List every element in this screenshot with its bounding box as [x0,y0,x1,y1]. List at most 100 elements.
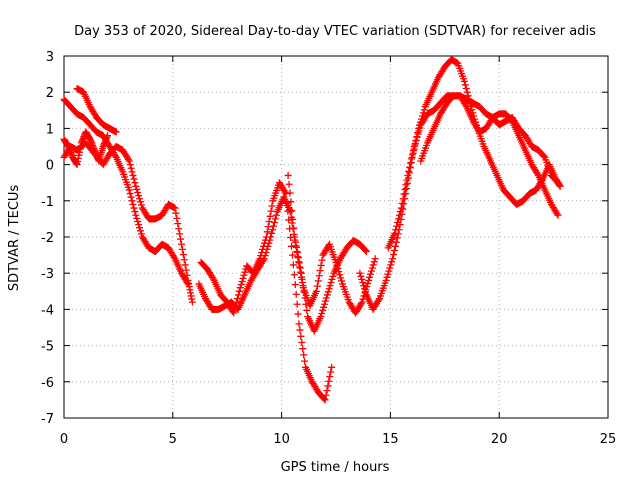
data-point [171,204,179,212]
data-point [301,294,309,302]
data-point [173,214,181,222]
data-point [303,306,311,314]
data-point [391,229,399,237]
data-point [553,210,561,218]
data-point [405,167,413,175]
y-tick-label: 1 [46,122,54,137]
data-point [132,182,140,190]
data-point [128,168,136,176]
data-point [294,310,302,318]
data-point [297,269,305,277]
data-point [382,276,390,284]
data-point [125,186,133,194]
data-point [294,254,302,262]
x-tick-label: 10 [273,432,290,447]
data-point [284,171,292,179]
data-point [290,271,298,279]
data-point [292,238,300,246]
data-point [293,243,301,251]
series-arc-f [197,179,336,404]
data-point [111,152,119,160]
data-point [554,179,562,187]
data-point [131,179,139,187]
data-point [239,274,247,282]
data-point [259,245,267,253]
data-point [324,288,332,296]
data-point [263,228,271,236]
data-point [179,251,187,259]
data-point [172,209,180,217]
data-point [554,211,562,219]
data-point [386,264,394,272]
data-point [395,211,403,219]
data-point [366,273,374,281]
data-point [137,201,145,209]
data-point [321,297,329,305]
data-point [387,261,395,269]
data-point [400,190,408,198]
data-point [390,251,398,259]
data-point [416,124,424,132]
data-point [295,320,303,328]
data-point [300,351,308,359]
data-point [178,245,186,253]
data-point [394,219,402,227]
data-point [174,220,182,228]
data-point [462,101,470,109]
data-point [364,280,372,288]
data-point [295,259,303,267]
data-point [230,309,238,317]
data-point [288,251,296,259]
data-point [298,338,306,346]
data-point [180,256,188,264]
data-point [357,272,365,280]
data-point [384,270,392,278]
data-point [183,279,191,287]
data-point [392,226,400,234]
data-point [134,217,142,225]
data-point [129,200,137,208]
data-point [177,235,185,243]
data-point [325,377,333,385]
data-point [383,273,391,281]
data-point [133,185,141,193]
y-tick-label: 3 [46,50,54,65]
data-point [408,151,416,159]
data-point [533,170,541,178]
x-tick-label: 20 [491,432,508,447]
data-point [136,224,144,232]
data-point [137,230,145,238]
data-point [414,130,422,138]
data-point [281,188,289,196]
data-point [256,255,264,263]
data-point [367,270,375,278]
data-point [360,282,368,290]
x-tick-label: 25 [600,432,617,447]
data-point [314,277,322,285]
data-point [237,281,245,289]
data-point [362,247,370,255]
data-point [268,229,276,237]
data-point [375,296,383,304]
data-point [129,171,137,179]
data-point [126,161,134,169]
data-point [401,185,409,193]
data-point [290,224,298,232]
data-point [267,207,275,215]
data-point [406,163,414,171]
data-point [296,326,304,334]
data-point [369,261,377,269]
y-tick-label: -5 [41,340,54,355]
data-point [112,128,120,136]
data-point [300,288,308,296]
data-point [299,282,307,290]
data-point [176,230,184,238]
series-arc-d [60,128,112,169]
data-point [175,225,183,233]
data-point [136,227,144,235]
y-tick-label: -7 [41,412,54,427]
x-tick-label: 0 [60,432,68,447]
data-point [326,282,334,290]
series-arc-j [417,92,562,219]
